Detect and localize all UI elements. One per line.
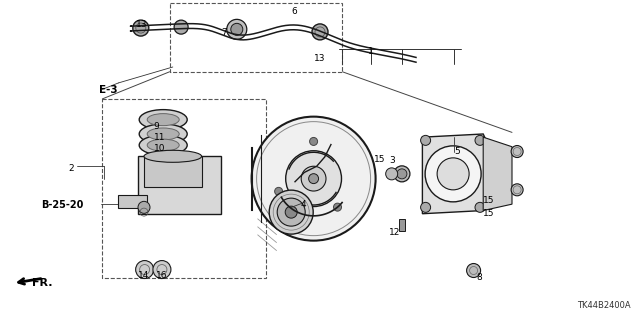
Circle shape (475, 135, 485, 145)
Text: 4: 4 (301, 200, 307, 209)
Circle shape (136, 261, 154, 278)
Circle shape (231, 23, 243, 35)
Bar (170, 3, 342, 72)
Text: 1: 1 (368, 47, 374, 56)
Ellipse shape (147, 139, 179, 151)
Circle shape (312, 24, 328, 40)
Circle shape (301, 166, 326, 191)
Circle shape (333, 203, 342, 211)
Circle shape (475, 202, 485, 212)
Polygon shape (422, 134, 488, 214)
Bar (102, 99, 266, 278)
Circle shape (397, 169, 407, 179)
Ellipse shape (140, 110, 187, 130)
Text: 11: 11 (154, 133, 165, 142)
Circle shape (174, 20, 188, 34)
Circle shape (386, 168, 397, 180)
Polygon shape (483, 137, 512, 211)
Text: 13: 13 (136, 20, 148, 29)
Circle shape (285, 206, 297, 218)
Circle shape (394, 166, 410, 182)
Text: 6: 6 (291, 7, 297, 16)
Ellipse shape (140, 135, 187, 155)
Circle shape (511, 145, 523, 158)
Circle shape (425, 146, 481, 202)
Circle shape (269, 190, 313, 234)
Text: 7: 7 (221, 28, 227, 37)
Circle shape (467, 263, 481, 278)
Text: 12: 12 (389, 228, 401, 237)
Circle shape (275, 187, 283, 195)
Circle shape (285, 151, 342, 206)
Bar (118, 195, 147, 208)
Ellipse shape (140, 124, 187, 144)
Bar (138, 156, 221, 214)
Ellipse shape (147, 128, 179, 140)
Circle shape (437, 158, 469, 190)
Text: 8: 8 (477, 273, 483, 282)
Text: 3: 3 (389, 156, 395, 165)
Bar (144, 156, 202, 187)
Text: 10: 10 (154, 144, 165, 153)
Text: TK44B2400A: TK44B2400A (577, 301, 630, 310)
Circle shape (511, 184, 523, 196)
Ellipse shape (144, 150, 202, 162)
Text: 13: 13 (314, 54, 325, 63)
Text: 9: 9 (154, 122, 159, 131)
Text: 14: 14 (138, 271, 150, 280)
Circle shape (227, 19, 247, 39)
Circle shape (308, 174, 319, 184)
Circle shape (153, 261, 171, 278)
Text: B-25-20: B-25-20 (42, 200, 84, 210)
Text: 2: 2 (68, 164, 74, 173)
Bar (399, 219, 405, 231)
Circle shape (138, 201, 150, 213)
Circle shape (420, 202, 431, 212)
Text: E-3: E-3 (99, 85, 118, 95)
Ellipse shape (147, 114, 179, 126)
Text: 15: 15 (374, 155, 386, 164)
Circle shape (420, 135, 431, 145)
Circle shape (310, 137, 317, 145)
Text: 16: 16 (156, 271, 168, 280)
Circle shape (277, 198, 305, 226)
Circle shape (252, 117, 376, 241)
Text: 5: 5 (454, 147, 460, 156)
Circle shape (133, 20, 149, 36)
Text: 15: 15 (483, 209, 494, 218)
Text: FR.: FR. (32, 278, 52, 287)
Text: 15: 15 (483, 196, 494, 204)
